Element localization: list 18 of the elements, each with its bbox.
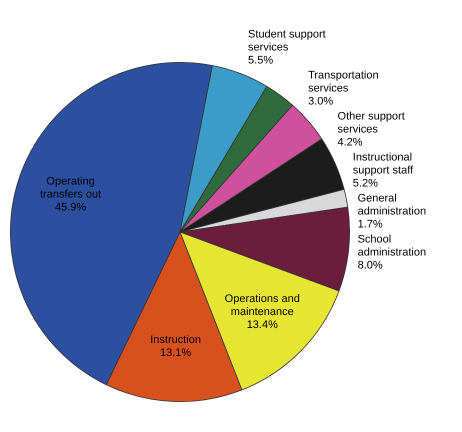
slice-label: Operating transfers out	[40, 176, 102, 201]
slice-label: General administration	[358, 192, 426, 218]
slice-label: Student support services	[248, 28, 326, 54]
slice-label: Other support services	[338, 110, 405, 136]
slice-label: Operations and maintenance	[224, 292, 300, 318]
data-label: 13.1%	[160, 346, 192, 359]
data-label: 45.9%	[54, 202, 86, 214]
slice-label: Instruction	[150, 334, 201, 346]
data-label: 4.2%	[338, 136, 363, 148]
data-label: 3.0%	[308, 95, 334, 108]
data-label: 5.2%	[352, 177, 378, 190]
slice-label: Instructional support staff	[352, 151, 414, 176]
data-label: 1.7%	[358, 218, 383, 230]
data-label: 5.5%	[248, 54, 274, 66]
slice-label: School administration	[358, 233, 426, 258]
slice-label: Transportation services	[308, 69, 379, 94]
data-label: 13.4%	[246, 318, 278, 331]
data-label: 8.0%	[358, 259, 383, 272]
